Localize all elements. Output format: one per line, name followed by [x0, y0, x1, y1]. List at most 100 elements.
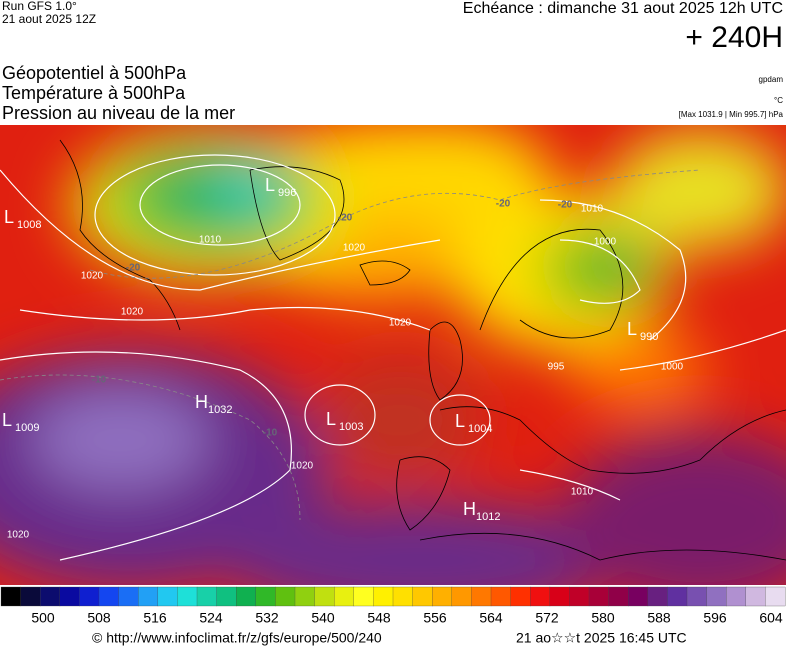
- colorbar-label: 580: [591, 610, 615, 626]
- map: [0, 125, 786, 585]
- colorbar-swatch: [608, 586, 629, 607]
- colorbar-swatch: [490, 586, 512, 607]
- isobar-label: 1000: [594, 237, 617, 248]
- center-value: 1003: [339, 421, 363, 433]
- center-kind: L: [627, 319, 637, 339]
- center-kind: L: [326, 409, 336, 429]
- center-kind: L: [2, 410, 12, 430]
- colorbar-swatch: [706, 586, 727, 607]
- isotherm-label: -20: [126, 263, 141, 274]
- colorbar-label: 556: [423, 610, 447, 626]
- colorbar-swatch: [432, 586, 453, 607]
- colorbar-swatch: [236, 586, 257, 607]
- center-kind: L: [4, 207, 14, 227]
- colorbar-label: 500: [31, 610, 55, 626]
- colorbar-swatch: [549, 586, 570, 607]
- colorbar-swatch: [255, 586, 276, 607]
- isobar-label: 1020: [7, 530, 30, 541]
- center-value: 1032: [208, 404, 232, 416]
- colorbar-label: 532: [255, 610, 279, 626]
- isobar-label: 995: [548, 362, 565, 373]
- center-kind: L: [265, 175, 275, 195]
- colorbar-swatch: [20, 586, 41, 607]
- center-kind: H: [463, 499, 476, 519]
- colorbar-swatch: [392, 586, 414, 607]
- colorbar-swatch: [353, 586, 374, 607]
- colorbar-swatch: [412, 586, 433, 607]
- colorbar-swatch: [275, 586, 296, 607]
- colorbar-swatch: [451, 586, 472, 607]
- colorbar-swatch: [138, 586, 159, 607]
- isobar-label: 1010: [571, 487, 594, 498]
- colorbar-label: 596: [703, 610, 727, 626]
- colorbar-swatch: [510, 586, 531, 607]
- unit: °C: [774, 96, 783, 105]
- isotherm-label: -10: [263, 428, 278, 439]
- forecast: Echéance : dimanche 31 aout 2025 12h UTC: [463, 0, 783, 17]
- colorbar-swatch: [196, 586, 218, 607]
- lead-time: + 240H: [685, 21, 783, 54]
- colorbar-swatch: [686, 586, 708, 607]
- colorbar-swatch: [745, 586, 766, 607]
- colorbar-swatch: [530, 586, 551, 607]
- isobar-label: 1010: [581, 204, 604, 215]
- colorbar-label: 604: [759, 610, 783, 626]
- colorbar-label: 572: [535, 610, 559, 626]
- colorbar-swatch: [647, 586, 668, 607]
- colorbar-swatch: [98, 586, 120, 607]
- colorbar-label: 516: [143, 610, 167, 626]
- center-value: 1012: [476, 511, 500, 523]
- colorbar-label: 588: [647, 610, 671, 626]
- pressure-range: [Max 1031.9 | Min 995.7] hPa: [679, 110, 784, 119]
- center-kind: L: [455, 411, 465, 431]
- isobar-label: 1020: [291, 461, 314, 472]
- center-value: 990: [640, 331, 658, 343]
- colorbar-label: 540: [311, 610, 335, 626]
- isobar-label: 1020: [343, 243, 366, 254]
- colorbar-swatch: [765, 586, 786, 607]
- colorbar-label: 548: [367, 610, 391, 626]
- colorbar-swatch: [0, 586, 22, 607]
- field: Température à 500hPa: [2, 83, 186, 103]
- colorbar-swatch: [726, 586, 747, 607]
- colorbar-swatch: [79, 586, 100, 607]
- isotherm-label: -20: [558, 200, 573, 211]
- isotherm-label: -20: [338, 213, 353, 224]
- run: Run GFS 1.0°: [2, 0, 77, 13]
- center-value: 1004: [468, 423, 492, 435]
- isobar-label: 1010: [199, 235, 222, 246]
- colorbar-swatch: [157, 586, 178, 607]
- colorbar-label: 564: [479, 610, 503, 626]
- colorbar-swatch: [314, 586, 335, 607]
- colorbar-label: 508: [87, 610, 111, 626]
- isobar-label: 1020: [81, 271, 104, 282]
- isotherm-label: -10: [92, 375, 107, 386]
- unit: gpdam: [759, 75, 784, 84]
- source-url[interactable]: © http://www.infoclimat.fr/z/gfs/europe/…: [92, 630, 382, 646]
- colorbar-swatch: [216, 586, 237, 607]
- timestamp: 21 ao☆☆t 2025 16:45 UTC: [516, 630, 687, 646]
- run-date: 21 aout 2025 12Z: [2, 12, 96, 26]
- colorbar-swatch: [373, 586, 394, 607]
- field: Géopotentiel à 500hPa: [2, 63, 187, 83]
- center-value: 996: [278, 187, 296, 199]
- colorbar-swatch: [569, 586, 590, 607]
- colorbar-swatch: [294, 586, 316, 607]
- isotherm-label: -20: [496, 199, 511, 210]
- colorbar-swatch: [628, 586, 649, 607]
- colorbar-swatch: [588, 586, 610, 607]
- isobar-label: 1020: [389, 318, 412, 329]
- center-value: 1008: [17, 219, 41, 231]
- center-value: 1009: [15, 422, 39, 434]
- colorbar-swatch: [118, 586, 139, 607]
- colorbar-swatch: [177, 586, 198, 607]
- colorbar-swatch: [40, 586, 61, 607]
- isobar-label: 1000: [661, 362, 684, 373]
- colorbar-swatch: [667, 586, 688, 607]
- center-kind: H: [195, 392, 208, 412]
- colorbar-swatch: [59, 586, 80, 607]
- isobar-label: 1020: [121, 307, 144, 318]
- colorbar-swatch: [334, 586, 355, 607]
- field: Pression au niveau de la mer: [2, 103, 235, 123]
